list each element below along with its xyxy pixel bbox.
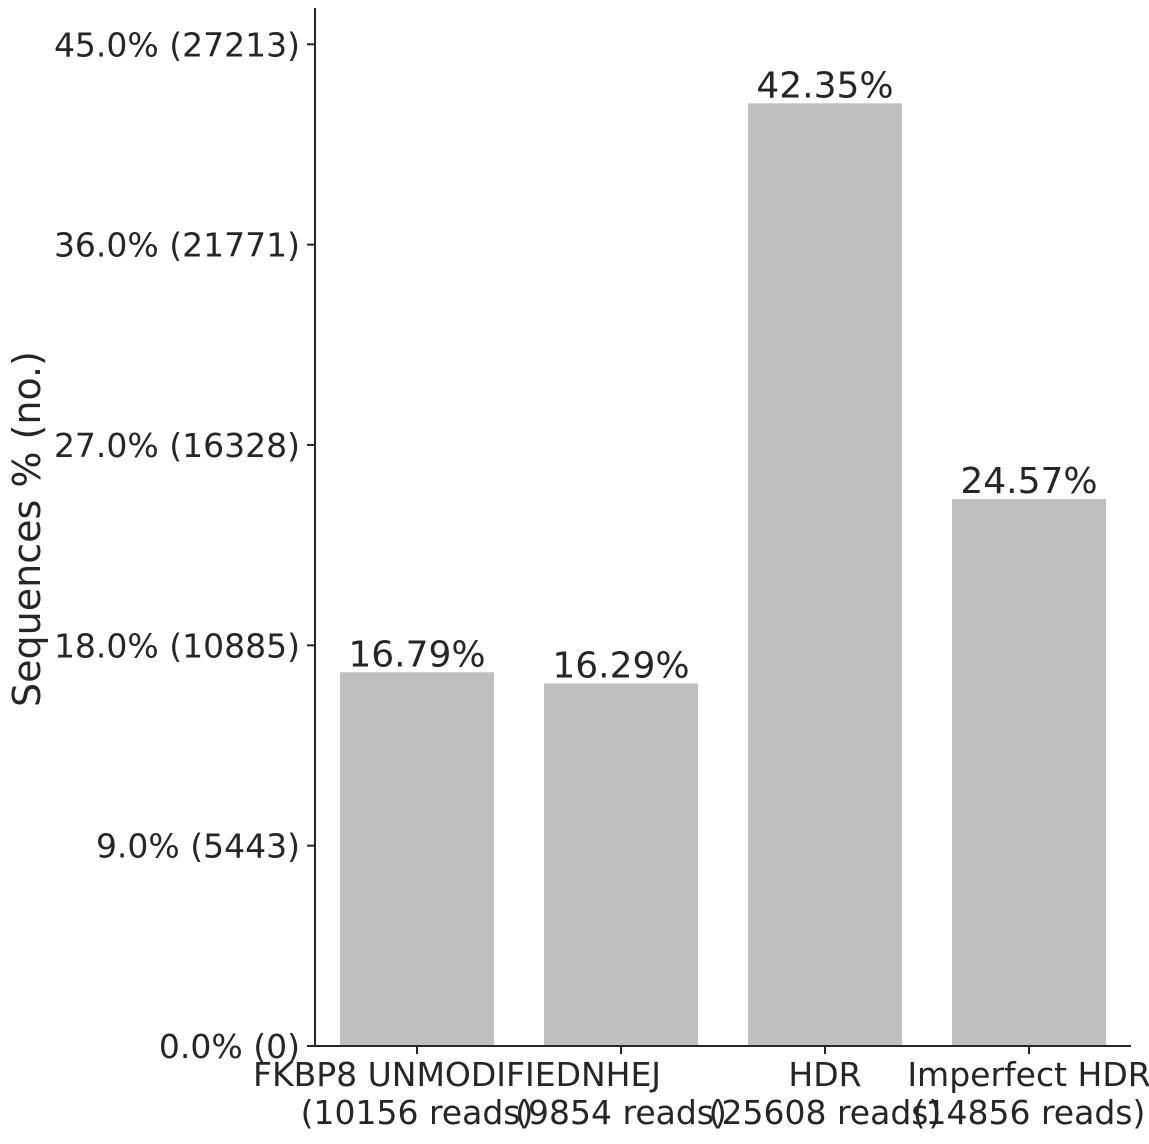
y-tick-label: 9.0% (5443) [96, 827, 300, 866]
y-tick-label: 36.0% (21771) [54, 226, 300, 265]
x-tick-label-line: NHEJ [581, 1055, 661, 1094]
x-tick-label: Imperfect HDR (14856 reads) [907, 1055, 1149, 1132]
y-tick-label: 27.0% (16328) [54, 426, 300, 465]
x-tick-label: FKBP8 UNMODIFIED (10156 reads) [253, 1055, 581, 1132]
x-tick-label-line: FKBP8 UNMODIFIED [253, 1055, 581, 1094]
x-tick-label-line: (14856 reads) [913, 1093, 1146, 1132]
data-label: 16.29% [552, 645, 689, 686]
y-axis-label: Sequences % (no.) [5, 351, 49, 707]
x-axis-ticks: FKBP8 UNMODIFIED (10156 reads)NHEJ (9854 r… [253, 1046, 1149, 1132]
data-label: 42.35% [756, 65, 893, 106]
x-tick-label: HDR (25608 reads) [709, 1055, 942, 1132]
bars [340, 103, 1106, 1047]
bar [748, 103, 902, 1046]
y-tick-label: 18.0% (10885) [54, 626, 300, 665]
x-tick-label: NHEJ (9854 reads) [515, 1055, 727, 1132]
x-tick-label-line: (10156 reads) [301, 1093, 534, 1132]
x-tick-label-line: (9854 reads) [515, 1093, 727, 1132]
x-tick-label-line: HDR [788, 1055, 861, 1094]
data-labels: 16.79% 16.29% 42.35% 24.57% [348, 65, 1097, 686]
bar [340, 672, 494, 1046]
x-tick-label-line: (25608 reads) [709, 1093, 942, 1132]
data-label: 24.57% [960, 461, 1097, 502]
bar [544, 683, 698, 1046]
data-label: 16.79% [348, 634, 485, 675]
y-axis-ticks: 0.0% (0) 9.0% (5443) 18.0% (10885) 27.0% (1… [54, 25, 315, 1066]
y-tick-label: 45.0% (27213) [54, 25, 300, 64]
x-tick-label-line: Imperfect HDR [907, 1055, 1149, 1094]
bar [952, 499, 1106, 1047]
y-tick-label: 0.0% (0) [159, 1027, 300, 1066]
